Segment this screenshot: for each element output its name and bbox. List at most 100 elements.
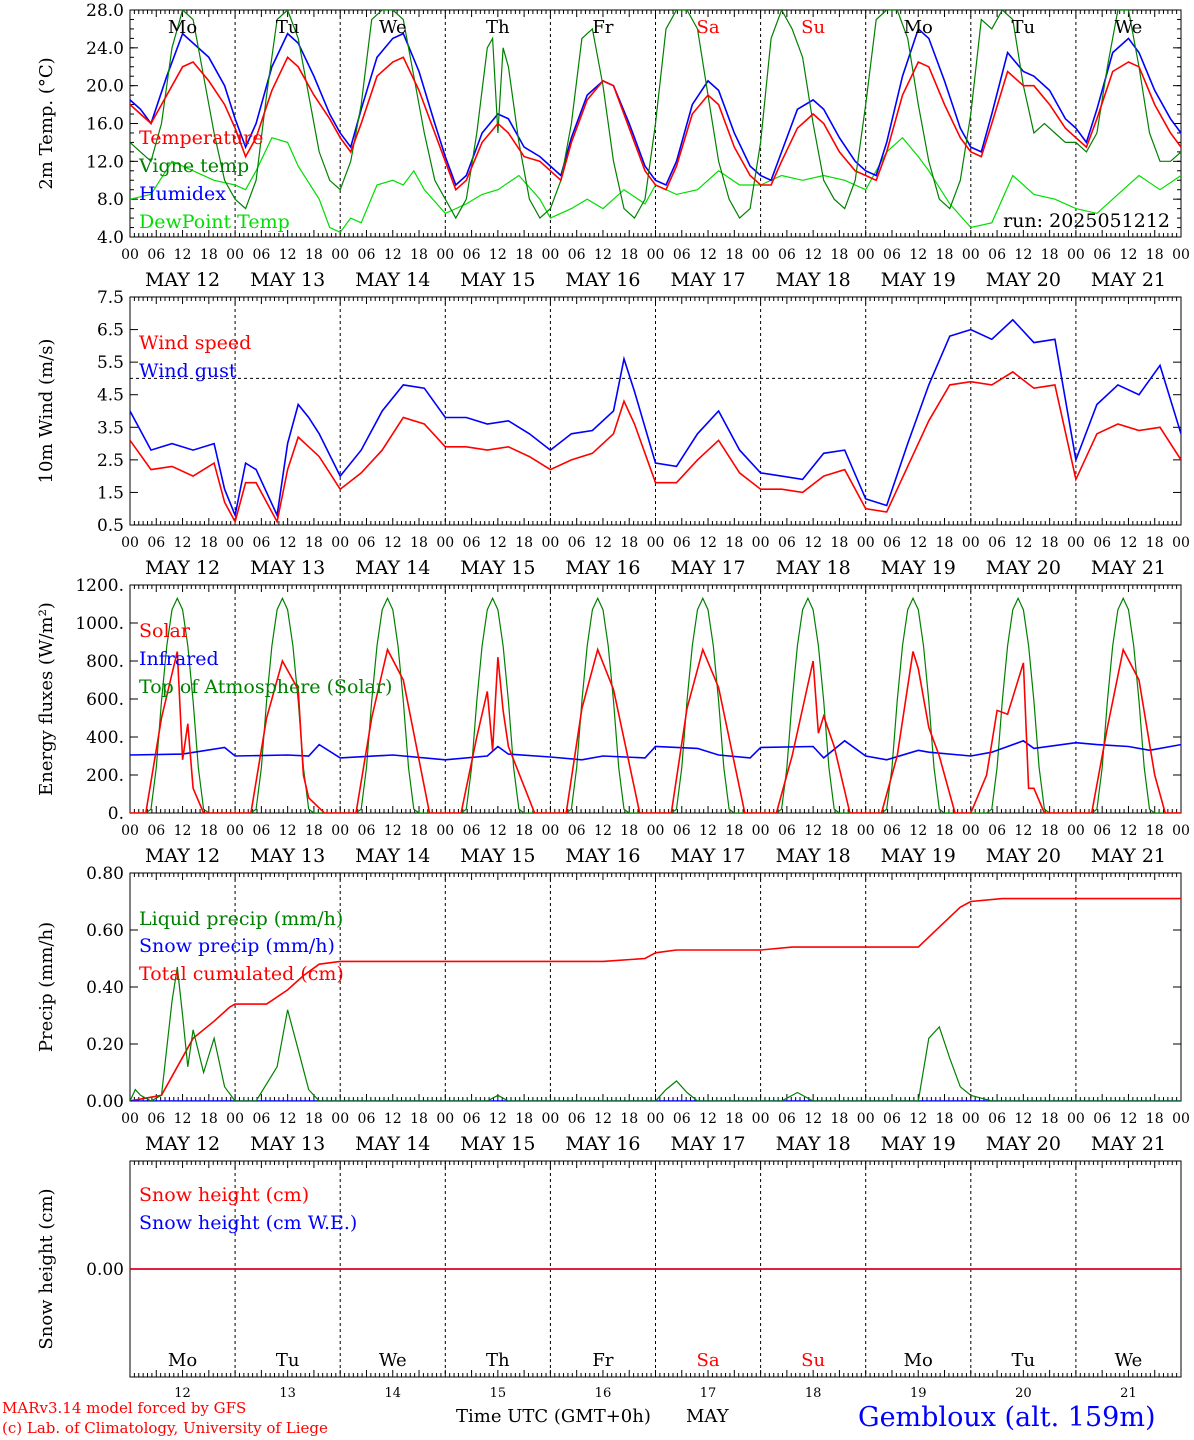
- hour-tick-label: 00: [226, 823, 244, 839]
- legend-entry: Humidex: [139, 183, 226, 205]
- day-label: We: [379, 17, 407, 38]
- series-group: [130, 596, 1181, 813]
- y-axis-label: 2m Temp. (°C): [36, 57, 57, 189]
- date-label: MAY 16: [565, 269, 640, 291]
- hour-tick-label: 06: [147, 823, 165, 839]
- day-label: Tu: [1012, 17, 1036, 38]
- hour-tick-label: 18: [936, 247, 954, 263]
- hour-tick-label: 12: [1014, 535, 1032, 551]
- day-label: Mo: [904, 1350, 933, 1371]
- hour-tick-label: 18: [620, 823, 638, 839]
- hour-tick-label: 00: [436, 247, 454, 263]
- day-label: Sa: [697, 17, 720, 38]
- hour-tick-label: 06: [673, 823, 691, 839]
- day-label: We: [1115, 17, 1143, 38]
- hour-tick-label: 12: [804, 823, 822, 839]
- date-label: MAY 20: [986, 269, 1061, 291]
- y-axis-label: 10m Wind (m/s): [36, 339, 57, 484]
- hour-tick-label: 12: [1120, 823, 1138, 839]
- series-line: [130, 318, 1181, 518]
- day-label: Mo: [168, 17, 197, 38]
- y-tick-label: 0.40: [86, 978, 124, 998]
- date-label: MAY 21: [1091, 557, 1166, 579]
- legend-entry: Solar: [139, 620, 191, 642]
- y-tick-label: 4.0: [97, 228, 124, 248]
- hour-tick-label: 06: [883, 823, 901, 839]
- date-label: MAY 16: [565, 1133, 640, 1155]
- legend-entry: Snow height (cm W.E.): [139, 1212, 357, 1234]
- date-label: MAY 18: [776, 1133, 851, 1155]
- hour-tick-label: 00: [752, 823, 770, 839]
- series-line: [130, 10, 1181, 220]
- hour-tick-label: 12: [279, 247, 297, 263]
- hour-tick-label: 00: [331, 247, 349, 263]
- hour-tick-label: 12: [489, 247, 507, 263]
- hour-tick-label: 06: [358, 247, 376, 263]
- date-label: MAY 15: [460, 845, 535, 867]
- legend-entry: Wind gust: [139, 360, 237, 382]
- day-label: Th: [486, 1350, 510, 1371]
- hour-tick-label: 12: [489, 535, 507, 551]
- date-label: MAY 16: [565, 557, 640, 579]
- hour-tick-label: 18: [410, 1111, 428, 1127]
- hour-tick-label: 00: [226, 535, 244, 551]
- hour-tick-label: 06: [463, 535, 481, 551]
- credit-line-2: (c) Lab. of Climatology, University of L…: [2, 1419, 328, 1437]
- day-number: 16: [595, 1386, 612, 1401]
- y-tick-label: 12.0: [86, 152, 124, 172]
- hour-tick-label: 18: [725, 1111, 743, 1127]
- hour-tick-label: 00: [647, 247, 665, 263]
- hour-tick-label: 00: [331, 823, 349, 839]
- hour-tick-label: 00: [436, 823, 454, 839]
- hour-tick-label: 12: [489, 1111, 507, 1127]
- y-tick-label: 28.0: [86, 1, 124, 21]
- hour-tick-label: 00: [1067, 1111, 1085, 1127]
- hour-tick-label: 18: [620, 1111, 638, 1127]
- hour-tick-label: 06: [988, 247, 1006, 263]
- date-label: MAY 15: [460, 269, 535, 291]
- day-number: 21: [1120, 1386, 1137, 1401]
- day-number: 15: [490, 1386, 507, 1401]
- hour-tick-label: 18: [200, 823, 218, 839]
- hour-tick-label: 18: [1146, 1111, 1164, 1127]
- hour-tick-label: 06: [147, 1111, 165, 1127]
- hour-tick-label: 00: [436, 1111, 454, 1127]
- hour-tick-label: 12: [594, 1111, 612, 1127]
- day-label: Tu: [276, 17, 300, 38]
- panel-1: 4.0 8.0 12.0 16.0 20.0 24.0 28.0 2m Temp. (°C) T…: [36, 1, 1190, 291]
- legend-entry: Snow height (cm): [139, 1184, 309, 1206]
- hour-tick-label: 18: [515, 247, 533, 263]
- day-label: Sa: [697, 1350, 720, 1371]
- date-label: MAY 12: [145, 269, 220, 291]
- hour-tick-label: 12: [489, 823, 507, 839]
- day-number: 19: [910, 1386, 927, 1401]
- legend-entry: Top of Atmosphere (Solar): [139, 676, 392, 698]
- y-tick-label: 0.5: [97, 516, 124, 536]
- hour-tick-label: 18: [305, 823, 323, 839]
- hour-tick-label: 00: [1067, 535, 1085, 551]
- hour-tick-label: 06: [988, 535, 1006, 551]
- hour-tick-label: 18: [725, 247, 743, 263]
- hour-tick-label: 06: [778, 247, 796, 263]
- hour-tick-label: 06: [252, 1111, 270, 1127]
- hour-tick-label: 06: [358, 1111, 376, 1127]
- hour-tick-label: 00: [121, 823, 139, 839]
- y-tick-label: 0.: [108, 804, 124, 824]
- hour-tick-label: 12: [804, 1111, 822, 1127]
- hour-tick-label: 18: [1041, 1111, 1059, 1127]
- hour-tick-label: 12: [594, 823, 612, 839]
- hour-tick-label: 18: [620, 247, 638, 263]
- hour-tick-label: 00: [226, 1111, 244, 1127]
- hour-tick-label: 06: [568, 247, 586, 263]
- hour-tick-label: 18: [410, 247, 428, 263]
- hour-tick-label: 12: [594, 535, 612, 551]
- series-group: [130, 10, 1181, 234]
- date-label: MAY 17: [670, 557, 745, 579]
- day-label: Su: [801, 17, 825, 38]
- hour-tick-label: 12: [909, 823, 927, 839]
- hour-tick-label: 00: [121, 247, 139, 263]
- hour-tick-label: 12: [279, 823, 297, 839]
- hour-tick-label: 18: [515, 1111, 533, 1127]
- day-label: We: [1115, 1350, 1143, 1371]
- legend-entry: DewPoint Temp: [139, 211, 290, 233]
